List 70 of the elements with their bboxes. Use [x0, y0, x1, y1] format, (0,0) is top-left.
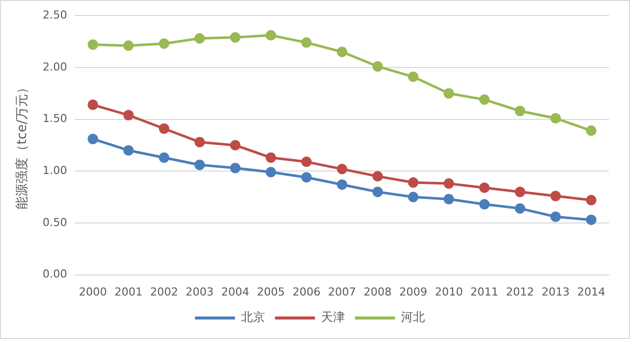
x-tick-label: 2008	[364, 285, 392, 298]
point	[230, 32, 241, 43]
point	[158, 152, 170, 163]
x-tick-label: 2013	[542, 285, 570, 298]
point	[479, 199, 490, 210]
point	[586, 194, 596, 206]
point	[88, 134, 98, 144]
point	[586, 125, 596, 136]
legend-label: 河北	[401, 310, 425, 324]
x-tick-label: 2005	[256, 285, 285, 298]
point	[514, 186, 526, 198]
point	[550, 190, 561, 202]
point	[408, 177, 418, 188]
point	[266, 30, 276, 41]
x-tick-label: 2007	[328, 285, 356, 298]
point	[230, 162, 241, 174]
x-tick-label: 2011	[470, 285, 498, 298]
y-axis-title: 能源强度（tce/万元）	[14, 80, 30, 210]
point	[479, 94, 490, 105]
point	[230, 140, 241, 150]
point	[479, 182, 490, 193]
point	[336, 179, 348, 190]
point	[88, 39, 98, 50]
point	[336, 46, 348, 58]
point	[372, 171, 383, 182]
point	[266, 152, 276, 163]
x-tick-label: 2010	[434, 285, 463, 298]
point	[444, 194, 454, 204]
x-tick-label: 2009	[399, 285, 428, 298]
x-tick-label: 2012	[506, 285, 534, 298]
legend-label: 北京	[241, 310, 265, 324]
point	[550, 211, 561, 222]
point	[514, 203, 526, 214]
point	[194, 160, 205, 170]
x-tick-label: 2003	[186, 285, 214, 298]
point	[301, 156, 312, 168]
point	[372, 186, 383, 198]
x-tick-label: 2001	[114, 285, 142, 298]
point	[408, 72, 418, 82]
point	[301, 37, 312, 48]
point	[194, 136, 205, 148]
point	[123, 40, 134, 51]
point	[123, 145, 134, 156]
point	[194, 33, 205, 44]
point	[301, 172, 312, 183]
point	[123, 110, 134, 120]
y-tick-label: 1.00	[42, 164, 68, 177]
point	[158, 38, 170, 49]
point	[514, 106, 526, 116]
point	[408, 192, 418, 202]
legend-label: 天津	[321, 310, 345, 324]
x-tick-label: 2006	[292, 285, 320, 298]
point	[372, 61, 383, 72]
y-tick-label: 0.00	[42, 268, 68, 281]
x-tick-label: 2004	[221, 285, 250, 298]
point	[266, 166, 276, 178]
y-tick-label: 2.50	[42, 8, 68, 22]
y-tick-label: 1.50	[42, 112, 68, 126]
point	[336, 164, 348, 174]
x-tick-label: 2002	[150, 285, 178, 298]
point	[550, 112, 561, 124]
point	[88, 100, 98, 110]
point	[444, 178, 454, 189]
point	[158, 123, 170, 134]
point	[444, 88, 454, 99]
y-tick-label: 2.00	[42, 60, 68, 74]
x-tick-label: 2000	[78, 285, 107, 298]
point	[586, 214, 596, 226]
x-tick-label: 2014	[577, 285, 606, 298]
y-tick-label: 0.50	[42, 216, 68, 229]
